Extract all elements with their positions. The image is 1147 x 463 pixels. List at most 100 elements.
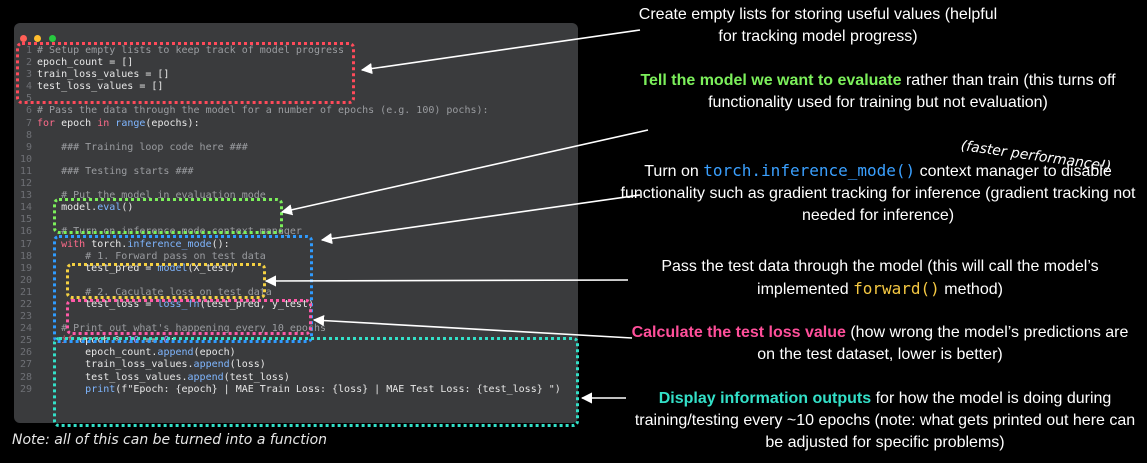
code-line: 3 train_loss_values = [] xyxy=(14,69,578,81)
inference-mode-code: torch.inference_mode() xyxy=(703,161,916,180)
function-note: Note: all of this can be turned into a f… xyxy=(12,432,328,448)
code-line: 19 test_pred = model(X_test) xyxy=(14,263,578,275)
minimize-dot-icon[interactable] xyxy=(34,35,42,42)
arrow-inference-mode xyxy=(320,194,641,245)
code-token: ### Testing starts ### xyxy=(37,165,194,177)
annotation-setup-lists: Create empty lists for storing useful va… xyxy=(628,4,1008,48)
line-number: 25 xyxy=(19,335,32,347)
code-line: 18 # 1. Forward pass on test data xyxy=(14,251,578,263)
code-line: 15 xyxy=(14,214,578,226)
line-number: 12 xyxy=(19,178,32,190)
line-number: 2 xyxy=(25,57,32,69)
annotation-print-outputs-highlight: Display information outputs xyxy=(658,390,872,407)
code-line: 12 xyxy=(14,178,578,190)
code-line: 8 xyxy=(14,130,578,142)
annotation-print-outputs: Display information outputs for how the … xyxy=(630,388,1140,454)
arrow-calc-loss xyxy=(312,314,633,339)
line-number: 10 xyxy=(19,153,32,165)
code-token: # Put the model in evaluation mode xyxy=(37,190,266,202)
line-number: 7 xyxy=(25,117,32,129)
box-calc-loss xyxy=(66,299,312,335)
line-number: 14 xyxy=(19,202,32,214)
line-number: 19 xyxy=(19,262,32,274)
code-block: 1 # Setup empty lists to keep track of mo… xyxy=(14,45,578,396)
line-number: 5 xyxy=(25,93,32,105)
code-token: test_loss_values. xyxy=(37,371,188,383)
code-token: torch. xyxy=(85,238,128,250)
code-token: (test_loss) xyxy=(223,371,290,383)
code-token: print xyxy=(85,383,116,395)
code-token: eval xyxy=(97,202,122,214)
box-inference-mode xyxy=(53,235,313,343)
annotation-calc-loss: Calculate the test loss value (how wrong… xyxy=(630,322,1130,366)
code-token: test_pred = xyxy=(37,262,158,274)
annotation-inference-mode-post: context manager to disable functionality… xyxy=(620,163,1136,224)
arrow-setup-lists xyxy=(360,29,641,75)
line-number: 22 xyxy=(19,298,32,310)
code-line: 26 epoch_count.append(epoch) xyxy=(14,347,578,359)
line-number: 27 xyxy=(19,359,32,371)
line-number: 11 xyxy=(19,165,32,177)
code-line: 10 xyxy=(14,154,578,166)
line-number: 8 xyxy=(25,129,32,141)
line-number: 21 xyxy=(19,286,32,298)
code-token: # Print out what's happening every 10 ep… xyxy=(37,323,326,335)
code-line: 14 model.eval() xyxy=(14,202,578,214)
box-model-eval xyxy=(53,198,283,234)
code-line: 21 # 2. Caculate loss on test data xyxy=(14,287,578,299)
code-line: 6 # Pass the data through the model for a… xyxy=(14,105,578,117)
code-token: # Setup empty lists to keep track of mod… xyxy=(37,45,345,56)
code-token: model xyxy=(157,262,188,274)
line-number: 24 xyxy=(19,323,32,335)
line-number: 6 xyxy=(25,105,32,117)
annotation-model-eval-highlight: Tell the model we want to evaluate xyxy=(640,72,902,89)
code-token: # 2. Caculate loss on test data xyxy=(37,286,272,298)
code-token: epoch xyxy=(55,117,98,129)
line-number: 4 xyxy=(25,81,32,93)
line-number: 26 xyxy=(19,347,32,359)
code-line: 7 for epoch in range(epochs): xyxy=(14,118,578,130)
line-number: 1 xyxy=(25,45,32,56)
close-dot-icon[interactable] xyxy=(20,35,27,42)
maximize-dot-icon[interactable] xyxy=(48,35,56,42)
code-token: (loss) xyxy=(229,359,266,371)
code-token: append xyxy=(193,359,230,371)
line-number: 15 xyxy=(19,214,32,226)
code-token: # Pass the data through the model for a … xyxy=(37,105,489,117)
code-token: model. xyxy=(37,202,98,214)
code-token: train_loss_values = [] xyxy=(37,69,170,81)
line-number: 18 xyxy=(19,250,32,262)
annotation-print-outputs-text: for how the model is doing during traini… xyxy=(634,390,1136,451)
code-line: 9 ### Training loop code here ### xyxy=(14,142,578,154)
code-token: inference_mode xyxy=(127,238,212,250)
code-line: 13 # Put the model in evaluation mode xyxy=(14,190,578,202)
code-token: epoch_count = [] xyxy=(37,57,134,69)
code-line: 24 # Print out what's happening every 10… xyxy=(14,323,578,335)
annotation-model-eval-text: rather than train (this turns off functi… xyxy=(708,72,1116,111)
code-token: test_loss_values = [] xyxy=(37,81,164,93)
code-token: # 1. Forward pass on test data xyxy=(37,250,266,262)
code-token: () xyxy=(121,202,134,214)
code-token: range xyxy=(115,117,146,129)
code-token: append xyxy=(157,347,194,359)
line-number: 20 xyxy=(19,274,32,286)
code-line: 1 # Setup empty lists to keep track of mo… xyxy=(14,45,578,57)
annotation-setup-lists-text: Create empty lists for storing useful va… xyxy=(638,6,998,45)
code-token: in xyxy=(97,117,110,129)
arrow-model-eval xyxy=(280,129,649,216)
code-token: (test_pred, y_test) xyxy=(199,298,314,310)
annotation-inference-mode: Turn on torch.inference_mode() context m… xyxy=(618,160,1138,227)
annotation-calc-loss-text: (how wrong the model’s predictions are o… xyxy=(757,324,1129,363)
code-token: (epochs): xyxy=(145,117,200,129)
line-number: 28 xyxy=(19,371,32,383)
annotation-forward-pass-pre: Pass the test data through the model (th… xyxy=(661,258,1099,298)
annotation-forward-pass-post: method) xyxy=(939,281,1003,298)
line-number: 3 xyxy=(25,69,32,81)
forward-code: forward() xyxy=(853,279,940,298)
line-number: 23 xyxy=(19,311,32,323)
line-number: 9 xyxy=(25,141,32,153)
code-token: loss_fn xyxy=(157,298,200,310)
code-line: 29 print(f"Epoch: {epoch} | MAE Train Lo… xyxy=(14,384,578,396)
code-token: train_loss_values. xyxy=(37,359,194,371)
